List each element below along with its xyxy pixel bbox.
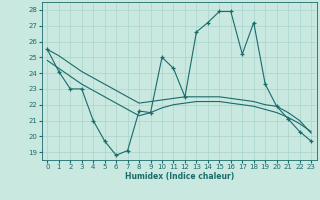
X-axis label: Humidex (Indice chaleur): Humidex (Indice chaleur) bbox=[124, 172, 234, 181]
